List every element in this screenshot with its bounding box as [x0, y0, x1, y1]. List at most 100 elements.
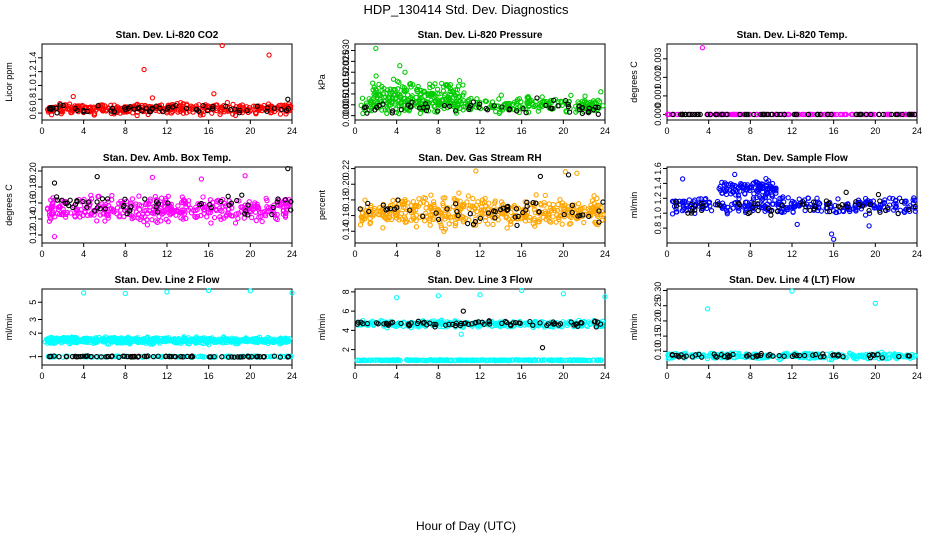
y-tick-label: 0.30: [653, 282, 663, 300]
data-point: [434, 86, 441, 92]
diag-point: [432, 324, 438, 330]
diag-point: [508, 322, 514, 329]
diag-point: [395, 197, 401, 203]
data-point: [733, 199, 739, 206]
data-point: [162, 209, 168, 215]
diag-point: [712, 353, 719, 359]
diag-point: [791, 111, 797, 118]
data-point: [379, 318, 386, 324]
data-point: [406, 357, 412, 363]
diag-point: [245, 202, 251, 208]
diag-point: [143, 105, 149, 111]
diag-point: [561, 211, 567, 218]
data-point: [186, 108, 192, 114]
x-tick-label: 0: [664, 249, 669, 259]
diag-point: [810, 352, 816, 358]
data-point: [742, 190, 748, 197]
diag-point: [444, 206, 450, 212]
data-point: [153, 218, 159, 224]
outlier-point: [458, 331, 464, 337]
data-point: [245, 107, 251, 113]
data-point: [425, 357, 431, 363]
data-point: [531, 357, 537, 363]
diag-point: [678, 352, 684, 358]
data-point: [788, 200, 794, 207]
data-point: [542, 357, 548, 363]
data-point: [522, 357, 528, 363]
diag-point: [569, 209, 575, 216]
diag-point: [499, 104, 505, 110]
data-point: [853, 353, 860, 359]
data-point: [473, 104, 479, 110]
data-point: [165, 206, 171, 212]
data-point: [92, 110, 98, 116]
diag-point: [242, 211, 248, 217]
outlier-point: [247, 288, 253, 294]
data-point: [785, 195, 791, 201]
x-axis-label: Hour of Day (UTC): [416, 519, 516, 533]
data-point: [472, 357, 479, 364]
x-tick-label: 12: [475, 249, 485, 259]
data-point: [64, 335, 71, 341]
data-point: [186, 341, 193, 347]
outlier-point: [665, 111, 671, 118]
data-point: [407, 206, 414, 213]
diag-point: [769, 111, 775, 118]
diag-point: [544, 322, 550, 329]
data-point: [556, 216, 562, 223]
data-point: [215, 197, 221, 203]
data-point: [256, 214, 262, 220]
data-point: [390, 76, 397, 82]
diag-point: [95, 103, 101, 109]
diag-point: [689, 208, 695, 214]
data-point: [886, 355, 893, 361]
diag-point: [142, 196, 148, 202]
data-point: [114, 205, 121, 211]
diag-point: [912, 203, 918, 210]
x-tick-label: 4: [81, 126, 86, 136]
diag-point: [745, 210, 751, 217]
outlier-point: [164, 289, 170, 295]
diag-point: [537, 320, 543, 326]
x-tick-label: 8: [748, 249, 753, 259]
diag-point: [122, 196, 128, 202]
data-point: [756, 193, 762, 199]
data-point: [432, 103, 438, 109]
data-point: [377, 208, 384, 214]
diag-point: [285, 105, 291, 112]
diag-point: [228, 200, 235, 206]
panel-title: Stan. Dev. Sample Flow: [736, 153, 848, 164]
data-point: [483, 357, 489, 364]
data-point: [542, 192, 548, 198]
data-point: [481, 357, 487, 363]
x-tick-label: 12: [787, 249, 797, 259]
outlier-point: [206, 287, 212, 294]
diag-point: [355, 319, 361, 325]
data-point: [394, 212, 400, 219]
data-point: [193, 340, 199, 346]
diag-point: [470, 221, 477, 227]
x-tick-label: 4: [706, 249, 711, 259]
y-tick-label: 0.8: [653, 222, 663, 235]
data-point: [403, 87, 410, 93]
data-point: [371, 91, 377, 97]
y-tick-label: 0.16: [341, 207, 351, 225]
data-point: [149, 210, 155, 216]
data-point: [714, 198, 721, 205]
data-point: [84, 336, 90, 342]
data-point: [817, 200, 823, 207]
data-point: [391, 208, 398, 215]
diag-point: [98, 354, 105, 360]
data-point: [773, 190, 779, 196]
data-point: [865, 355, 871, 362]
diag-point: [683, 353, 689, 359]
data-point: [389, 89, 395, 95]
diag-point: [781, 353, 787, 359]
x-tick-label: 8: [436, 249, 441, 259]
data-point: [769, 180, 776, 187]
data-point: [201, 206, 207, 213]
data-point: [726, 182, 732, 188]
data-point: [470, 357, 476, 363]
